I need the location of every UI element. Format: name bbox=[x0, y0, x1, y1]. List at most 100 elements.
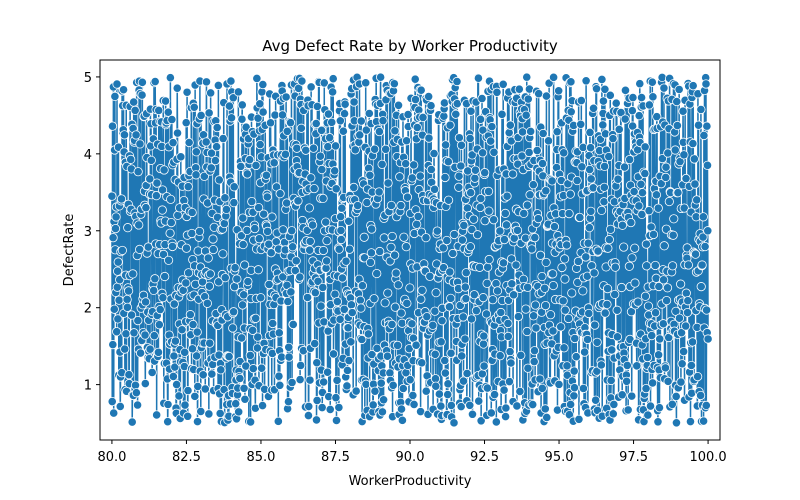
data-point bbox=[537, 271, 547, 282]
data-point bbox=[654, 403, 665, 413]
data-point bbox=[569, 366, 579, 376]
data-point bbox=[590, 320, 600, 330]
data-point bbox=[642, 352, 653, 363]
data-point bbox=[480, 168, 490, 178]
data-point bbox=[669, 214, 679, 224]
data-point bbox=[500, 411, 511, 422]
data-point bbox=[163, 255, 174, 265]
data-point bbox=[391, 268, 401, 278]
data-point bbox=[506, 254, 517, 264]
data-point bbox=[529, 356, 539, 367]
data-point bbox=[632, 361, 642, 371]
data-point bbox=[653, 417, 663, 427]
data-point bbox=[190, 391, 200, 401]
data-point bbox=[205, 269, 215, 279]
data-point bbox=[469, 214, 479, 224]
data-point bbox=[502, 191, 512, 201]
data-point bbox=[465, 242, 475, 252]
data-point bbox=[145, 344, 155, 354]
data-point bbox=[191, 170, 201, 180]
data-point bbox=[671, 391, 681, 402]
data-point bbox=[165, 73, 175, 83]
data-point bbox=[604, 235, 614, 245]
data-point bbox=[692, 195, 702, 205]
x-tick-label: 97.5 bbox=[619, 450, 648, 465]
data-point bbox=[229, 182, 239, 192]
data-point bbox=[612, 332, 623, 342]
data-point bbox=[239, 290, 249, 300]
data-point bbox=[688, 81, 698, 91]
data-point bbox=[322, 236, 332, 246]
data-point bbox=[252, 73, 262, 84]
data-point bbox=[492, 286, 503, 296]
data-point bbox=[411, 340, 421, 350]
data-point bbox=[576, 119, 586, 129]
data-point bbox=[336, 212, 346, 222]
data-point bbox=[564, 209, 574, 219]
data-point bbox=[107, 396, 117, 407]
data-point bbox=[110, 224, 121, 234]
data-point bbox=[309, 183, 319, 194]
data-point bbox=[512, 225, 523, 235]
data-point bbox=[403, 109, 413, 120]
data-point bbox=[304, 401, 314, 411]
data-point bbox=[446, 348, 456, 358]
data-point bbox=[218, 133, 228, 144]
data-point bbox=[445, 120, 455, 130]
data-point bbox=[285, 118, 296, 128]
data-point bbox=[370, 144, 380, 154]
data-point bbox=[350, 145, 360, 155]
data-point bbox=[413, 211, 423, 221]
data-point bbox=[149, 331, 159, 341]
data-point bbox=[201, 77, 212, 87]
data-point bbox=[328, 74, 338, 84]
data-point bbox=[281, 92, 291, 102]
data-point bbox=[311, 118, 321, 129]
data-point bbox=[575, 212, 585, 223]
data-point bbox=[418, 112, 428, 123]
data-point bbox=[238, 213, 248, 223]
data-point bbox=[150, 76, 160, 87]
data-point bbox=[489, 147, 499, 157]
data-point bbox=[462, 203, 473, 213]
data-point bbox=[163, 107, 173, 117]
data-point bbox=[192, 327, 202, 337]
data-point bbox=[633, 297, 643, 307]
data-point bbox=[688, 138, 698, 149]
data-point bbox=[184, 137, 194, 148]
data-point bbox=[416, 294, 426, 304]
series-markers bbox=[107, 72, 713, 428]
data-point bbox=[303, 410, 314, 421]
data-point bbox=[522, 72, 532, 82]
data-point bbox=[652, 112, 662, 122]
data-point bbox=[619, 162, 630, 172]
data-point bbox=[578, 286, 588, 296]
data-point bbox=[316, 301, 326, 311]
data-point bbox=[302, 292, 313, 303]
data-point bbox=[119, 130, 130, 140]
data-point bbox=[323, 142, 333, 152]
data-point bbox=[183, 385, 193, 396]
data-point bbox=[463, 166, 473, 176]
data-point bbox=[599, 182, 609, 192]
data-point bbox=[163, 417, 173, 427]
data-point bbox=[331, 415, 342, 426]
data-point bbox=[444, 195, 454, 205]
data-point bbox=[132, 400, 143, 410]
data-point bbox=[489, 215, 499, 225]
data-point bbox=[383, 288, 393, 298]
data-point bbox=[158, 249, 169, 259]
data-point bbox=[509, 290, 519, 300]
x-axis: 80.0 82.5 85.0 87.5 90.0 92.5 95.0 97.5 100.0 bbox=[97, 440, 727, 465]
data-point bbox=[407, 173, 417, 183]
data-point bbox=[676, 279, 686, 289]
data-point bbox=[671, 418, 682, 428]
data-point bbox=[471, 306, 481, 316]
data-point bbox=[624, 261, 634, 271]
data-point bbox=[284, 342, 294, 352]
data-point bbox=[215, 408, 225, 418]
data-point bbox=[457, 235, 467, 245]
data-point bbox=[662, 295, 672, 306]
data-point bbox=[238, 239, 248, 250]
data-point bbox=[206, 148, 217, 158]
